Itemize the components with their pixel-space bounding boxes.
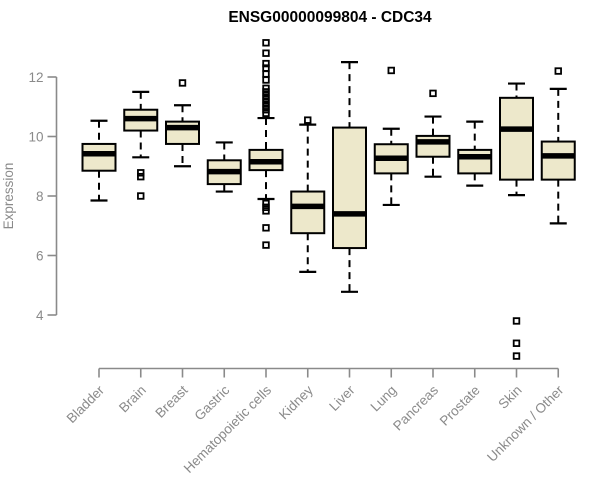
- outlier-point: [512, 339, 521, 347]
- boxplot-brain: [123, 90, 159, 200]
- x-tick-label-unknown-other: Unknown / Other: [484, 382, 567, 465]
- boxplot-bladder: [81, 119, 117, 202]
- outlier-point: [512, 317, 521, 325]
- outlier-point: [262, 64, 270, 72]
- iqr-box: [499, 96, 534, 181]
- x-tick-label-bladder: Bladder: [64, 382, 108, 426]
- outlier-point: [137, 192, 145, 200]
- outlier-point: [262, 49, 270, 57]
- iqr-box: [81, 142, 117, 172]
- boxplot-pancreas: [415, 89, 451, 178]
- outlier-point: [429, 89, 437, 98]
- y-tick-label: 12: [28, 70, 43, 85]
- boxplot-kidney: [290, 116, 326, 273]
- boxplot-hematopoietic-cells: [248, 39, 284, 249]
- outlier-point: [304, 116, 312, 124]
- iqr-box: [457, 148, 493, 175]
- y-tick-label: 8: [36, 189, 44, 204]
- y-tick-label: 4: [36, 308, 44, 323]
- x-tick-label-pancreas: Pancreas: [390, 382, 441, 433]
- outlier-point: [262, 59, 270, 68]
- outlier-point: [262, 70, 270, 78]
- y-axis: 4 6 8 10 12: [28, 70, 58, 323]
- outlier-point: [512, 352, 521, 360]
- outlier-point: [178, 79, 187, 87]
- outlier-point: [262, 207, 270, 215]
- boxplot-breast: [165, 79, 200, 168]
- x-tick-label-brain: Brain: [116, 383, 149, 416]
- y-axis-title: Expression: [1, 163, 16, 230]
- y-tick-label: 6: [36, 248, 44, 263]
- x-tick-label-breast: Breast: [152, 382, 190, 420]
- boxplot-lung: [373, 66, 409, 207]
- x-tick-label-lung: Lung: [368, 383, 400, 415]
- outlier-point: [262, 241, 270, 249]
- y-tick-label: 10: [28, 129, 43, 144]
- x-tick-label-skin: Skin: [495, 383, 524, 412]
- outlier-point: [137, 172, 145, 181]
- x-tick-label-gastric: Gastric: [192, 382, 233, 423]
- x-tick-label-prostate: Prostate: [437, 383, 483, 429]
- iqr-box: [290, 190, 326, 235]
- iqr-box: [540, 140, 576, 181]
- iqr-box: [415, 134, 451, 158]
- chart-title: ENSG00000099804 - CDC34: [228, 9, 432, 26]
- x-tick-label-kidney: Kidney: [276, 382, 316, 422]
- outlier-point: [262, 76, 270, 84]
- boxplot-unknown-other: [540, 67, 576, 225]
- boxplot-skin: [499, 82, 534, 360]
- outlier-point: [262, 39, 270, 47]
- boxplot-prostate: [457, 120, 493, 187]
- iqr-box: [332, 126, 367, 250]
- outlier-point: [554, 67, 562, 75]
- plot-area: 4 6 8 10 12 Bladder Brain Breast GastricHematopo…: [28, 39, 576, 476]
- x-tick-label-liver: Liver: [326, 382, 358, 414]
- boxplot-gastric: [206, 141, 242, 193]
- outlier-point: [387, 66, 395, 75]
- outlier-point: [137, 169, 145, 177]
- outlier-point: [262, 224, 270, 232]
- outlier-point: [262, 199, 270, 208]
- outlier-point: [262, 109, 270, 117]
- boxplot-liver: [332, 61, 367, 293]
